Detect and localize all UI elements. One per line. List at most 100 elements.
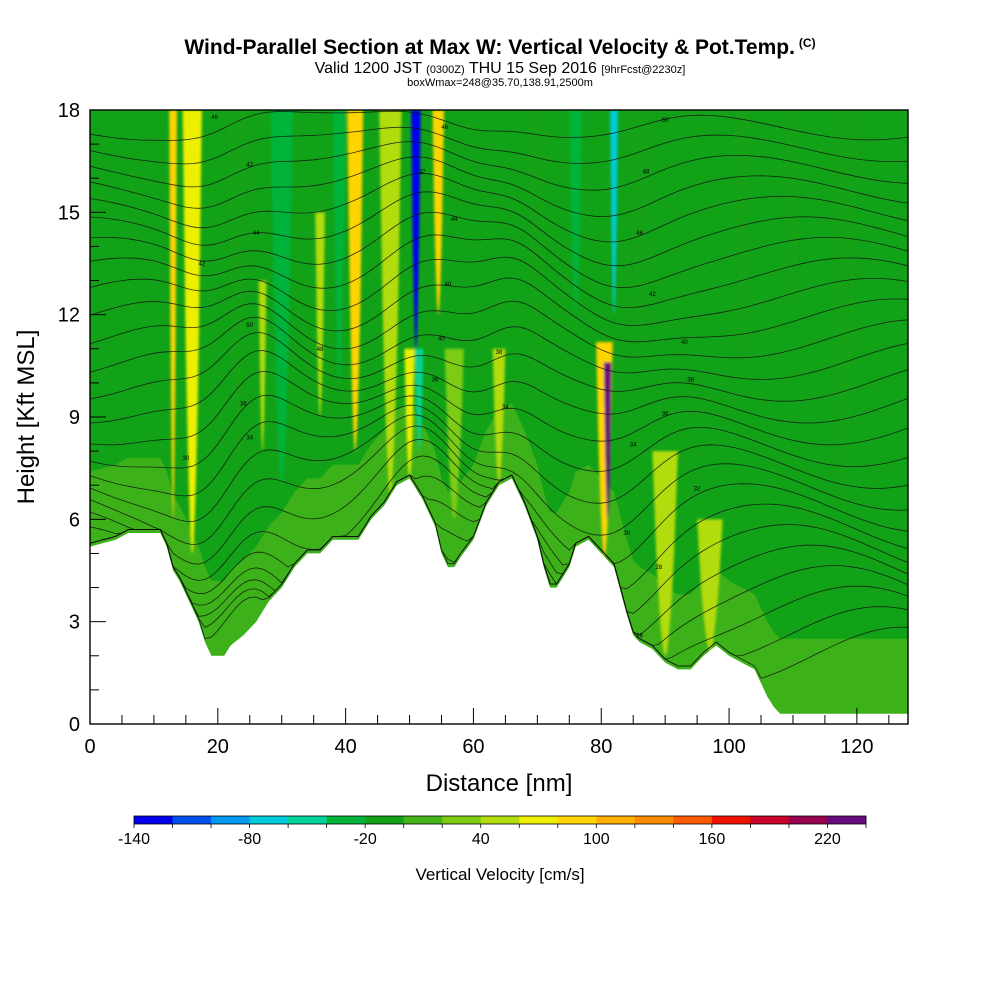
isentrope-line: [90, 332, 908, 402]
velocity-plume: [379, 110, 402, 496]
velocity-plume: [347, 110, 364, 452]
isentrope-line: [90, 212, 908, 289]
chart-title: Wind-Parallel Section at Max W: Vertical…: [0, 36, 1000, 60]
isentrope-label: 30: [623, 531, 630, 537]
potential-temperature-contours: [90, 110, 908, 679]
velocity-plume: [527, 110, 547, 417]
velocity-plume: [332, 110, 346, 383]
isentrope-label: 50: [246, 323, 253, 329]
isentrope-label: 30: [183, 456, 190, 462]
isentrope-line: [90, 256, 908, 327]
isentrope-label: 38: [240, 401, 247, 407]
colorbar-label: -20: [354, 831, 377, 848]
y-axis-title: Height [Kft MSL]: [13, 330, 40, 505]
valid-date: THU 15 Sep 2016: [468, 60, 597, 77]
colorbar-swatch: [788, 816, 828, 824]
velocity-plume: [258, 280, 267, 452]
colorbar-swatch: [711, 816, 751, 824]
isentrope-line: [90, 439, 908, 590]
colorbar-swatch: [365, 816, 404, 824]
valid-time: Valid 1200 JST: [314, 60, 422, 77]
forecast-info: [9hrFcst@2230z]: [601, 64, 686, 76]
colorbar-label: 40: [472, 831, 490, 848]
colorbar-label: 160: [699, 831, 726, 848]
colorbar: -140 -80 -20 40 100 160 220: [118, 815, 867, 848]
colorbar-title: Vertical Velocity [cm/s]: [415, 865, 584, 884]
terrain-fill: [90, 478, 908, 724]
y-tick-label: 3: [69, 612, 80, 634]
isentrope-line: [90, 110, 908, 141]
isentrope-label: 26: [636, 633, 643, 639]
isentrope-line: [90, 156, 908, 218]
colorbar-label: -80: [238, 831, 261, 848]
isentrope-label: 28: [655, 565, 662, 571]
colorbar-swatch: [211, 816, 250, 824]
y-tick-label: 18: [58, 100, 80, 122]
colorbar-frame: [133, 815, 867, 825]
x-tick-label: 60: [462, 736, 484, 758]
colorbar-swatch: [634, 816, 674, 824]
isentrope-label: 34: [502, 405, 509, 411]
isentrope-line: [90, 300, 908, 359]
copyright-tag: (C): [798, 36, 816, 50]
colorbar-label: -140: [118, 831, 150, 848]
boundary-layer-shading: [90, 403, 908, 714]
velocity-plume: [169, 110, 177, 520]
velocity-plume: [270, 110, 293, 486]
contour-labels: 46 42 44 42 50 48 38 34 30 46 42 44 40 40 36 38 34 50 48 46…: [183, 115, 702, 639]
velocity-plume: [182, 110, 202, 554]
colorbar-swatch: [750, 816, 790, 824]
velocity-plume: [315, 212, 325, 417]
vertical-velocity-field: [90, 110, 908, 714]
isentrope-line: [90, 277, 908, 343]
x-tick-label: 20: [207, 736, 229, 758]
isentrope-label: 40: [438, 337, 445, 343]
velocity-plume: [404, 348, 415, 479]
box-info: boxWmax=248@35.70,138.91,2500m: [407, 77, 593, 89]
x-axis-title: Distance [nm]: [426, 770, 573, 797]
velocity-plume: [831, 110, 857, 520]
isentrope-line: [90, 126, 908, 165]
colorbar-swatch: [827, 816, 867, 824]
isentrope-label: 48: [317, 347, 324, 353]
isentrope-label: 36: [432, 377, 439, 383]
y-tick-label: 12: [58, 305, 80, 327]
isentrope-label: 44: [253, 231, 260, 237]
y-tick-label: 9: [69, 407, 80, 429]
isentrope-label: 38: [687, 377, 694, 383]
velocity-plume: [610, 110, 618, 315]
isentrope-line: [90, 370, 908, 446]
colorbar-swatch: [673, 816, 713, 824]
colorbar-swatch: [596, 816, 636, 824]
colorbar-label: 100: [583, 831, 610, 848]
velocity-plume: [492, 348, 506, 486]
isentrope-label: 42: [649, 292, 656, 298]
isentrope-label: 32: [694, 487, 701, 493]
x-tick-label: 40: [335, 736, 357, 758]
colorbar-swatch: [249, 816, 289, 824]
velocity-plume: [652, 451, 678, 656]
isentrope-label: 42: [419, 169, 426, 175]
chart-subtitle: Valid 1200 JST (0300Z) THU 15 Sep 2016 […: [0, 60, 1000, 78]
velocity-plume: [227, 110, 247, 520]
y-tick-label: 15: [58, 202, 80, 224]
velocity-plume: [569, 110, 583, 315]
chart-title-text: Wind-Parallel Section at Max W: Vertical…: [184, 36, 795, 59]
isentrope-label: 38: [496, 350, 503, 356]
isentrope-line: [90, 394, 908, 472]
isentrope-label: 34: [246, 435, 253, 441]
colorbar-swatch: [172, 816, 212, 824]
isentrope-label: 34: [630, 442, 637, 448]
x-tick-label: 100: [712, 736, 745, 758]
velocity-plume: [411, 110, 421, 349]
colorbar-swatch: [288, 816, 327, 824]
isentrope-line: [90, 141, 908, 191]
isentrope-line: [90, 172, 908, 243]
velocity-plume: [432, 110, 445, 315]
isentrope-label: 36: [662, 412, 669, 418]
isentrope-line: [90, 404, 908, 504]
colorbar-swatch: [134, 816, 173, 824]
isentrope-label: 46: [441, 125, 448, 131]
